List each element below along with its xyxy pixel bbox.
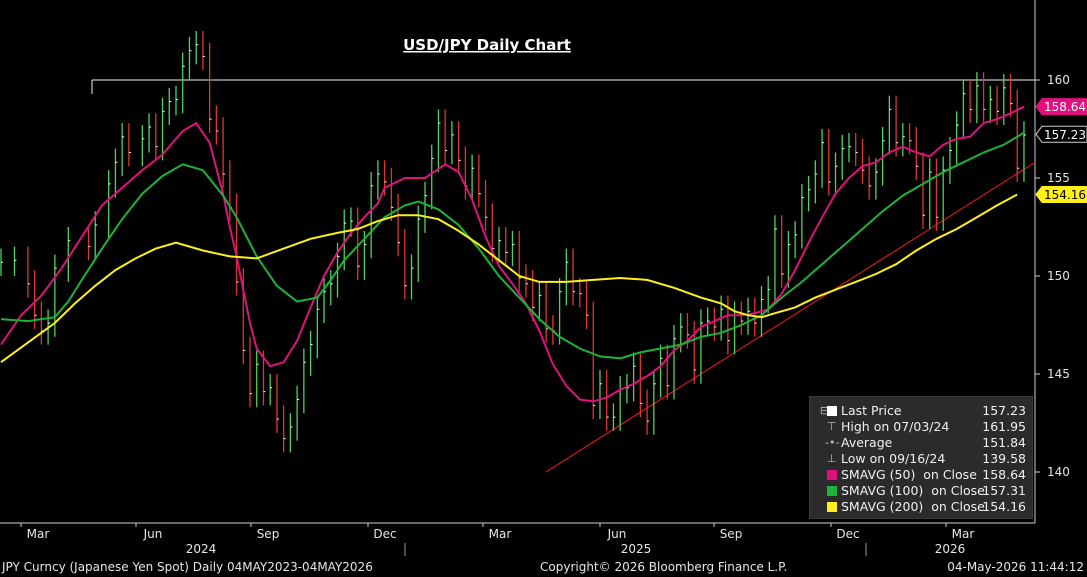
- chart-canvas: 140 145 150 155 160 Mar Jun Sep Dec Mar Jun Sep Dec M…: [0, 0, 1087, 556]
- legend-value: 151.84: [982, 435, 1026, 450]
- x-tick-label: Dec: [836, 527, 859, 541]
- price-tag: 157.23: [1035, 125, 1087, 143]
- legend-row-smavg-50: SMAVG (50) on Close 158.64: [810, 467, 1032, 483]
- price-tag: 154.16: [1035, 185, 1087, 203]
- legend-label: SMAVG (100) on Close: [841, 483, 985, 498]
- price-tag: 158.64: [1035, 98, 1087, 116]
- x-year-label: 2025: [621, 542, 652, 556]
- price-tag-label: 157.23: [1044, 128, 1086, 142]
- legend-label: SMAVG (50) on Close: [841, 467, 977, 482]
- legend-label: Low on 09/16/24: [841, 451, 946, 466]
- legend-value: 158.64: [982, 467, 1026, 482]
- legend-label: High on 07/03/24: [841, 419, 950, 434]
- x-tick-label: Jun: [143, 527, 163, 541]
- average-marker-icon: -•-: [825, 436, 840, 449]
- yellow-box-icon: [827, 502, 837, 512]
- legend-value: 139.58: [982, 451, 1026, 466]
- legend-row-low: ⊥ Low on 09/16/24 139.58: [810, 451, 1032, 467]
- y-tick-label: 160: [1047, 73, 1070, 87]
- y-tick-label: 155: [1047, 171, 1070, 185]
- legend-value: 161.95: [982, 419, 1026, 434]
- x-tick-label: Mar: [27, 527, 50, 541]
- price-tag-box: [1035, 98, 1087, 116]
- legend-label: Average: [841, 435, 893, 450]
- series-line: [0, 193, 1018, 364]
- legend-label: Last Price: [841, 403, 902, 418]
- footer-bar: JPY Curncy (Japanese Yen Spot) Daily 04M…: [0, 558, 1087, 577]
- legend-value: 157.31: [982, 483, 1026, 498]
- white-box-icon: [827, 406, 837, 416]
- high-marker-icon: ⊤: [826, 420, 837, 433]
- low-marker-icon: ⊥: [826, 452, 837, 465]
- green-box-icon: [827, 486, 837, 496]
- y-tick-label: 150: [1047, 269, 1070, 283]
- legend-label: SMAVG (200) on Close: [841, 499, 985, 514]
- y-tick-label: 140: [1047, 465, 1070, 479]
- legend-box: ⊟ Last Price 157.23 ⊤ High on 07/03/24 1…: [809, 396, 1033, 519]
- x-tick-label: Sep: [720, 527, 743, 541]
- legend-value: 157.23: [982, 403, 1026, 418]
- x-tick-label: Mar: [952, 527, 975, 541]
- legend-row-smavg-200: SMAVG (200) on Close 154.16: [810, 499, 1032, 515]
- legend-expand-icon[interactable]: ⊟: [819, 404, 830, 417]
- legend-row-average: -•- Average 151.84: [810, 435, 1032, 451]
- legend-value: 154.16: [982, 499, 1026, 514]
- price-tag-box: [1035, 125, 1087, 143]
- price-tag-label: 158.64: [1044, 100, 1086, 114]
- price-tag-label: 154.16: [1044, 188, 1086, 202]
- timestamp: 04-May-2026 11:44:12: [947, 560, 1084, 574]
- legend-row-high: ⊤ High on 07/03/24 161.95: [810, 419, 1032, 435]
- x-year-label: 2024: [186, 542, 217, 556]
- price-tag-box: [1035, 185, 1087, 203]
- copyright-notice: Copyright© 2026 Bloomberg Finance L.P.: [540, 560, 788, 574]
- support-trendline: [545, 161, 1036, 473]
- chart-title: USD/JPY Daily Chart: [403, 36, 571, 54]
- security-description: JPY Curncy (Japanese Yen Spot) Daily 04M…: [2, 560, 373, 574]
- x-tick-label: Jun: [607, 527, 627, 541]
- x-tick-label: Mar: [489, 527, 512, 541]
- x-tick-label: Dec: [373, 527, 396, 541]
- series-line: [0, 131, 1025, 360]
- legend-row-last-price: ⊟ Last Price 157.23: [810, 403, 1032, 419]
- series-line: [0, 105, 1025, 403]
- magenta-box-icon: [827, 470, 837, 480]
- y-tick-label: 145: [1047, 367, 1070, 381]
- x-tick-label: Sep: [257, 527, 280, 541]
- x-year-label: 2026: [935, 542, 966, 556]
- legend-row-smavg-100: SMAVG (100) on Close 157.31: [810, 483, 1032, 499]
